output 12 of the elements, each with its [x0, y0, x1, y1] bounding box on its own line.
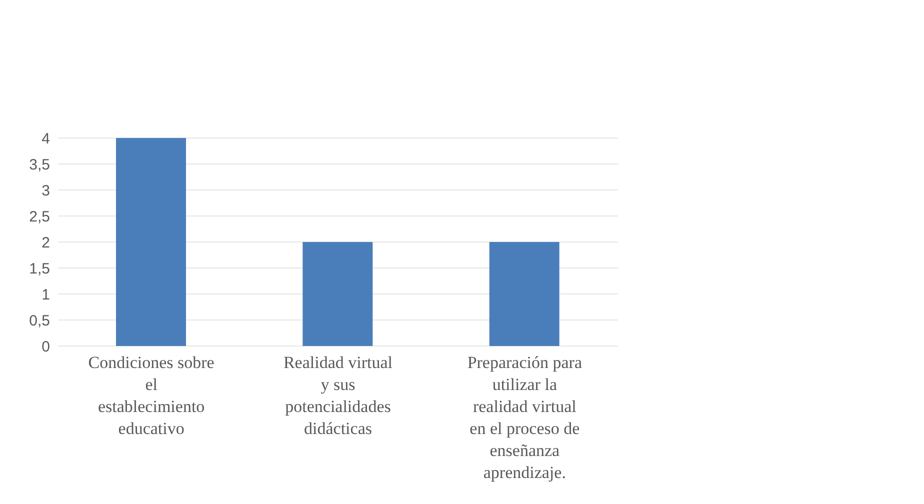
y-tick-label: 0,5: [29, 312, 50, 330]
x-tick-label: Preparación para utilizar la realidad virtual en el proceso de enseñanza aprendizaje.: [467, 353, 582, 482]
y-tick-label: 3: [42, 182, 50, 200]
y-tick-label: 2: [42, 234, 50, 252]
y-tick-label: 3,5: [29, 156, 50, 174]
x-tick-label: Condiciones sobre el establecimiento educativo: [88, 353, 214, 438]
y-tick-label: 4: [42, 130, 50, 148]
y-tick-label: 0: [42, 338, 50, 356]
y-tick-label: 1,5: [29, 260, 50, 278]
y-tick-label: 2,5: [29, 208, 50, 226]
y-tick-label: 1: [42, 286, 50, 304]
x-tick-label: Realidad virtual y sus potencialidades didácticas: [283, 353, 393, 438]
